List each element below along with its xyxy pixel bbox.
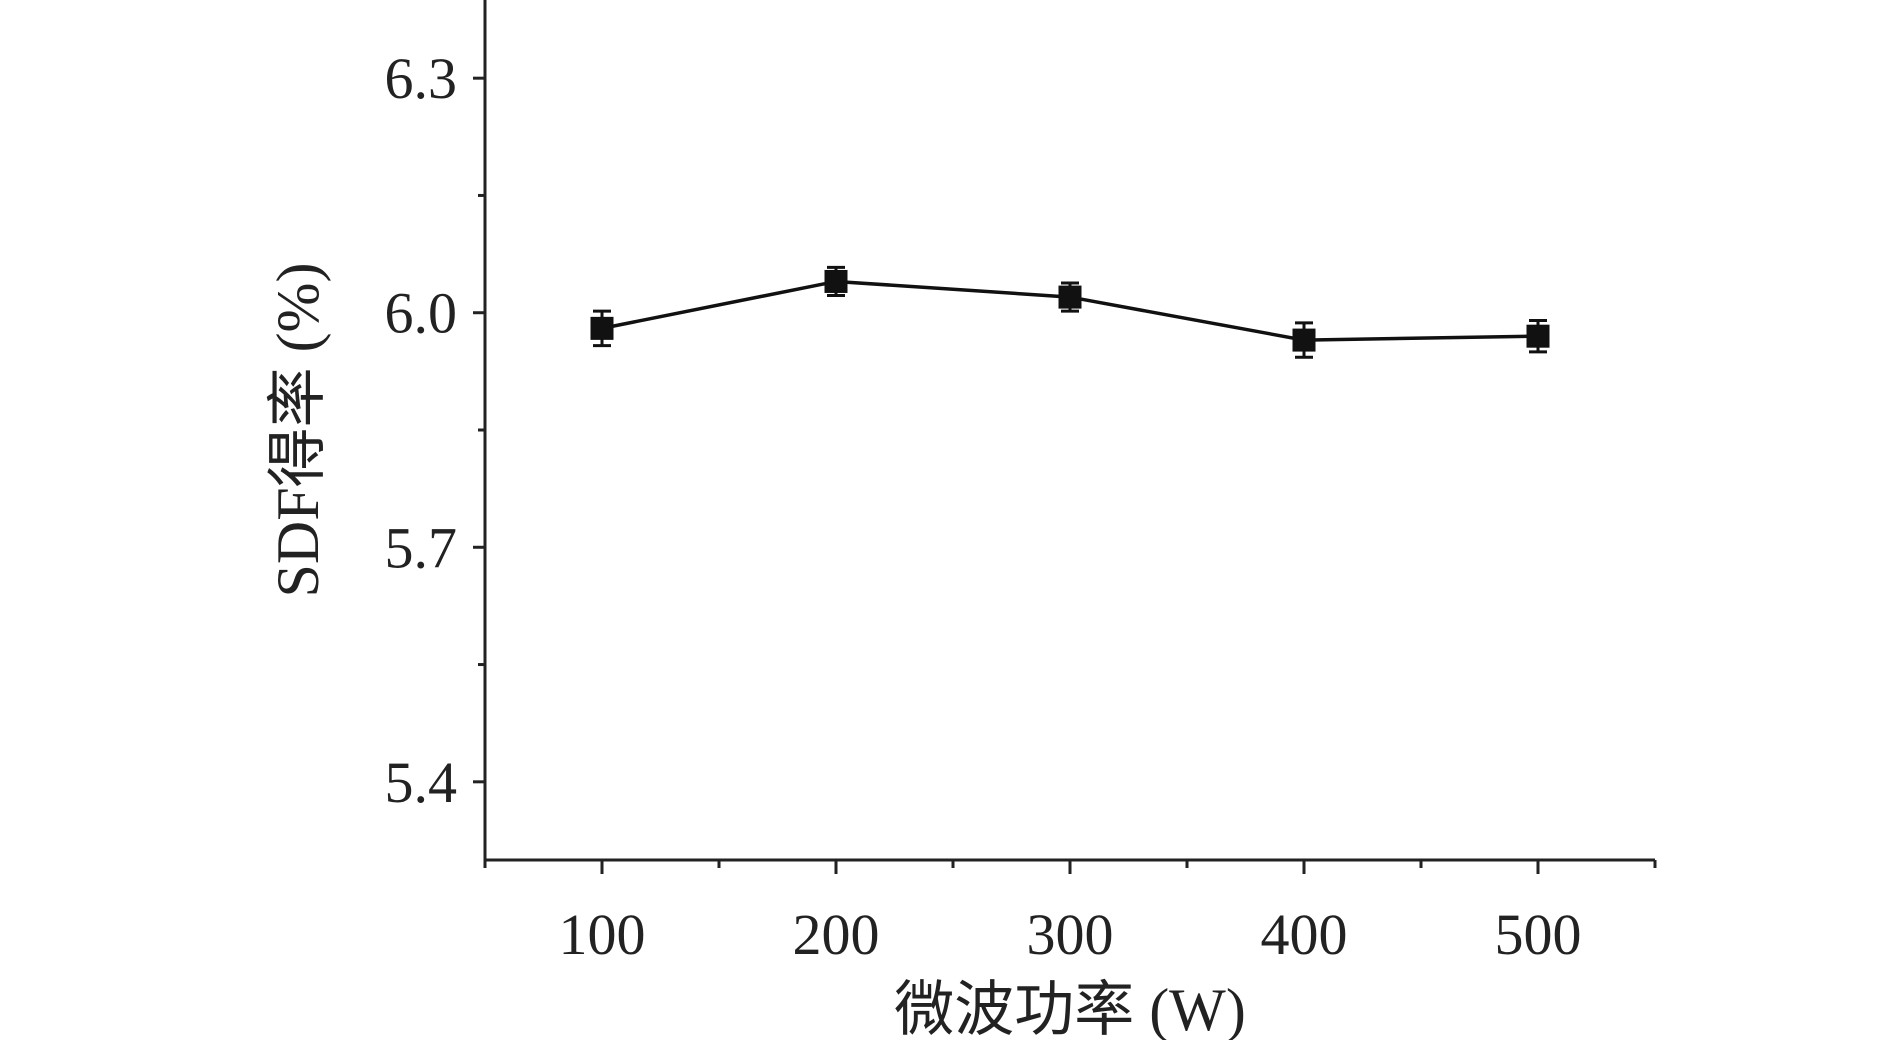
data-point-marker [1526,324,1550,348]
data-point-marker [1058,285,1082,309]
y-tick-label: 5.7 [385,515,458,580]
y-tick-label: 6.0 [385,281,458,346]
x-tick-label: 100 [559,902,646,967]
y-tick-label: 5.4 [385,750,458,815]
axes [483,0,1655,862]
data-series [590,265,1550,359]
data-point-marker [590,316,614,340]
x-tick-label: 500 [1495,902,1582,967]
y-axis-title: SDF得率 (%) [265,262,331,597]
x-tick-label: 200 [793,902,880,967]
y-tick-label: 6.3 [385,46,458,111]
ticks: 100 200 300 400 500 5.4 5.7 6.0 6.3 [385,46,1657,967]
x-axis-title: 微波功率 (W) [894,977,1246,1040]
x-tick-label: 400 [1261,902,1348,967]
data-point-marker [824,269,848,293]
data-point-marker [1292,328,1316,352]
x-tick-label: 300 [1027,902,1114,967]
